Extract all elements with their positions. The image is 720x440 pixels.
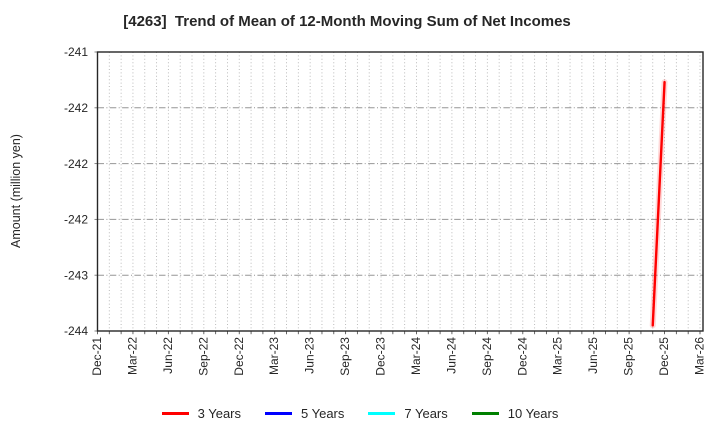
- y-tick-label: -242: [64, 213, 88, 227]
- x-tick-label: Dec-21: [90, 337, 104, 376]
- y-tick-label: -244: [64, 324, 88, 338]
- x-tick-label: Jun-25: [586, 337, 600, 374]
- series-line-3-years: [651, 80, 666, 327]
- legend-line-7-years: [368, 412, 396, 415]
- legend-item-5-years: 5 Years: [265, 406, 344, 421]
- legend-item-10-years: 10 Years: [471, 406, 559, 421]
- x-tick-label: Dec-23: [374, 337, 388, 376]
- x-tick-label: Mar-22: [125, 337, 139, 375]
- x-tick-label: Sep-25: [622, 337, 636, 376]
- legend-label: 7 Years: [404, 406, 448, 421]
- x-tick-label: Dec-24: [515, 337, 529, 376]
- y-tick-label: -241: [64, 45, 88, 59]
- x-tick-label: Jun-23: [303, 337, 317, 374]
- x-tick-label: Sep-24: [480, 337, 494, 376]
- x-tick-label: Dec-22: [232, 337, 246, 376]
- x-tick-label: Mar-23: [267, 337, 281, 375]
- legend-line-5-years: [265, 412, 292, 415]
- chart-title: [4263] Trend of Mean of 12-Month Moving …: [123, 13, 571, 30]
- x-tick-label: Jun-24: [444, 337, 458, 374]
- legend-label: 3 Years: [197, 406, 241, 421]
- x-tick-label: Dec-25: [657, 337, 671, 376]
- y-tick-label: -242: [64, 101, 88, 115]
- x-tick-label: Jun-22: [161, 337, 175, 374]
- legend-label: 5 Years: [301, 406, 345, 421]
- legend-label: 10 Years: [507, 406, 559, 421]
- x-tick-label: Sep-22: [196, 337, 210, 376]
- x-tick-label: Mar-25: [551, 337, 565, 375]
- legend-item-3-years: 3 Years: [161, 406, 241, 421]
- plot-border: [96, 51, 704, 332]
- legend-item-7-years: 7 Years: [368, 406, 448, 421]
- x-tick-label: Sep-23: [338, 337, 352, 376]
- x-tick-label: Mar-26: [693, 337, 707, 375]
- legend-line-3-years: [161, 412, 189, 415]
- x-tick-label: Mar-24: [409, 337, 423, 375]
- legend-line-10-years: [471, 412, 499, 415]
- y-tick-label: -243: [64, 268, 88, 282]
- legend: 3 Years 5 Years 7 Years 10 Years: [0, 406, 720, 421]
- y-tick-label: -242: [64, 157, 88, 171]
